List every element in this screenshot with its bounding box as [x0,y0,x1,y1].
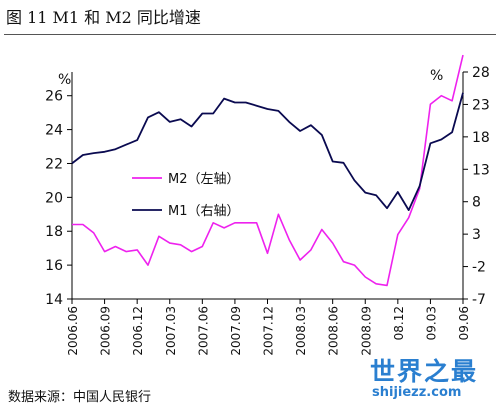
m1-series-line [71,92,464,212]
right-axis-unit: % [430,68,443,84]
site-watermark: 世界之最 shijiezz.com [370,352,496,406]
left-tick-label: 26 [45,89,63,105]
legend-m2-label: M2（左轴） [168,172,240,187]
watermark-url-text: shijiezz.com [372,385,462,400]
right-tick-label: -2 [472,260,486,276]
x-tick-label: 2006.09 [99,306,113,356]
chart-title: 图 11 M1 和 M2 同比增速 [6,8,201,27]
left-tick-label: 22 [45,156,63,172]
x-tick-label: 2007.03 [164,306,178,356]
x-tick-label: 2007.06 [196,306,210,356]
legend-m1-label: M1（右轴） [168,204,240,219]
m2-series-line [72,54,464,287]
left-tick-label: 20 [45,190,63,206]
x-tick-label: 2006.06 [66,306,80,356]
x-tick-label: 2007.12 [262,306,276,356]
right-tick-label: 23 [472,97,490,113]
x-tick-label: 08.12 [392,306,406,340]
right-tick-label: 8 [472,195,481,211]
source-note: 数据来源：中国人民银行 [8,390,152,405]
x-tick-label: 09.06 [457,306,471,340]
x-tick-label: 09.03 [424,306,438,340]
x-tick-label: 2008.09 [359,306,373,356]
x-tick-label: 2008.03 [294,306,308,356]
right-tick-label: 28 [472,65,490,81]
watermark-main-text: 世界之最 [370,357,479,386]
left-tick-label: 16 [45,258,63,274]
right-tick-label: -7 [472,292,486,308]
right-tick-label: 18 [472,130,490,146]
left-tick-label: 24 [45,123,63,139]
x-tick-label: 2007.09 [229,306,243,356]
title-divider [4,34,496,35]
right-tick-label: 13 [472,162,490,178]
x-tick-label: 2008.06 [327,306,341,356]
left-tick-label: 14 [45,292,63,308]
left-axis-unit: % [58,72,71,88]
right-tick-label: 3 [472,227,481,243]
x-tick-label: 2006.12 [131,306,145,356]
left-tick-label: 18 [45,224,63,240]
